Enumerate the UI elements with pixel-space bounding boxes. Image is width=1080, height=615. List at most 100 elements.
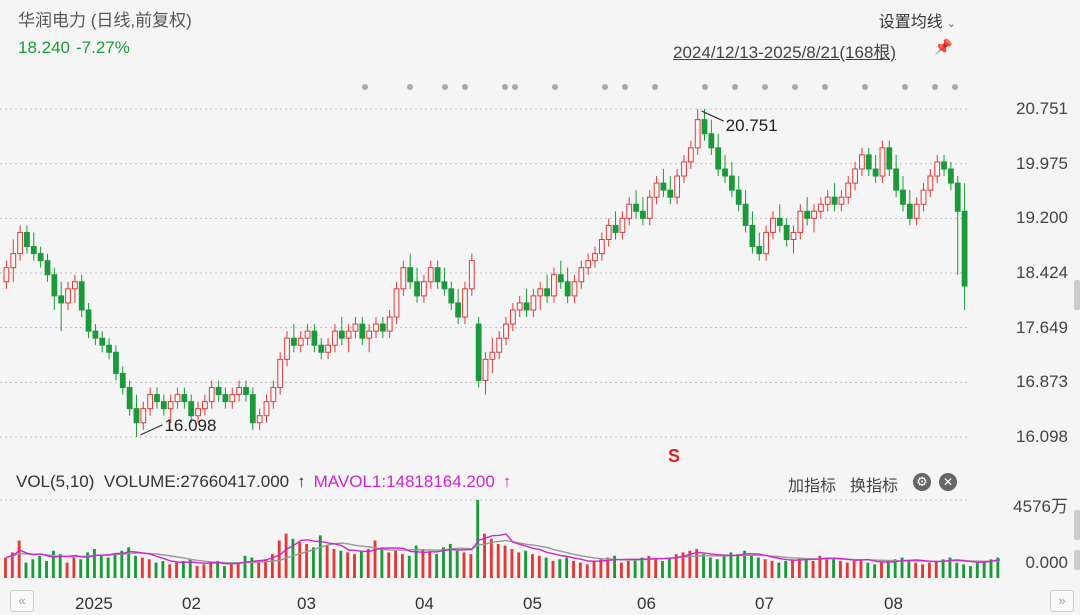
volume-bar [736, 554, 740, 578]
gear-icon[interactable]: ⚙ [913, 473, 931, 491]
nav-left-icon[interactable]: « [10, 590, 34, 612]
candle-body [824, 196, 831, 205]
candle-body [359, 323, 366, 339]
event-marker-icon[interactable] [952, 84, 958, 90]
candle [763, 225, 769, 261]
event-marker-icon[interactable] [902, 84, 908, 90]
event-marker-icon[interactable] [762, 84, 768, 90]
event-marker-icon[interactable] [792, 84, 798, 90]
candle-body [277, 358, 284, 389]
nav-right-icon[interactable]: » [1050, 590, 1074, 612]
volume-bar [791, 559, 794, 578]
candle [551, 267, 557, 303]
candle [414, 267, 420, 303]
volume-bar [4, 557, 7, 578]
volume-chart[interactable] [0, 490, 1000, 580]
event-marker-icon[interactable] [932, 84, 938, 90]
volume-bar [223, 566, 226, 578]
event-marker-icon[interactable] [362, 84, 368, 90]
event-marker-icon[interactable] [822, 84, 828, 90]
close-icon[interactable]: ✕ [939, 473, 957, 491]
event-marker-icon[interactable] [732, 84, 738, 90]
candle-body [626, 203, 633, 219]
candle-body [564, 281, 571, 297]
candle-body [817, 203, 824, 212]
volume-bar [797, 557, 801, 578]
candle-body [544, 288, 550, 297]
candle-body [140, 408, 147, 424]
event-marker-icon[interactable] [442, 84, 448, 90]
event-marker-icon[interactable] [502, 84, 508, 90]
volume-bar [852, 560, 856, 578]
volume-scroll-handle-lower[interactable] [1074, 550, 1080, 570]
scroll-handle[interactable] [1074, 280, 1080, 310]
candlestick-chart[interactable]: 20.751 16.098 S [0, 60, 1000, 465]
volume-bar [332, 549, 336, 578]
candle [489, 338, 496, 374]
candle [119, 366, 126, 395]
event-marker-icon[interactable] [407, 84, 413, 90]
volume-bar [654, 559, 658, 578]
candle-body [523, 302, 530, 311]
candle [947, 161, 954, 191]
event-marker-icon[interactable] [552, 84, 558, 90]
candle [3, 260, 10, 289]
candle-body [619, 217, 626, 233]
candle [927, 168, 934, 198]
volume-bar [626, 560, 630, 578]
volume-bar [175, 562, 179, 578]
volume-bar [544, 557, 548, 578]
volume-bar [483, 533, 486, 578]
volume-bar [264, 559, 267, 578]
pin-icon[interactable]: 📌 [934, 39, 953, 56]
candle-body [434, 267, 441, 283]
volume-bar [448, 543, 452, 578]
switch-indicator-button[interactable]: 换指标 [850, 478, 899, 495]
ma-setting-button[interactable]: 设置均线 ⌄ [879, 8, 956, 32]
event-marker-icon[interactable] [862, 84, 868, 90]
candle [646, 190, 653, 226]
candle [400, 260, 407, 296]
candle [681, 154, 687, 184]
candle [804, 197, 811, 226]
event-marker-icon[interactable] [512, 84, 518, 90]
volume-bar [58, 554, 62, 578]
add-indicator-button[interactable]: 加指标 [788, 478, 837, 495]
candle-body [181, 394, 188, 403]
candle [544, 274, 550, 303]
candle-body [660, 182, 667, 191]
volume-bar [517, 552, 521, 578]
candle [475, 317, 482, 388]
candle [879, 140, 886, 184]
event-marker-icon[interactable] [602, 84, 608, 90]
event-marker-icon[interactable] [652, 84, 658, 90]
candle [831, 183, 838, 212]
event-marker-icon[interactable] [702, 84, 708, 90]
event-marker-icon[interactable] [462, 84, 468, 90]
volume-bar [585, 564, 589, 578]
signal-marker[interactable]: S [668, 446, 680, 465]
candle-body [701, 119, 708, 135]
volume-bar [770, 560, 774, 578]
candle [728, 161, 735, 198]
chart-title: 华润电力 (日线,前复权) [18, 11, 192, 30]
date-range-link[interactable]: 2024/12/13-2025/8/21(168根) [673, 43, 897, 62]
event-marker-icon[interactable] [622, 84, 628, 90]
volume-bar [250, 557, 254, 578]
volume-bar [969, 566, 972, 578]
volume-bar [120, 550, 124, 578]
volume-scroll-handle[interactable] [1074, 510, 1080, 540]
candle-body [598, 238, 605, 255]
candle [188, 394, 195, 423]
candle-body [154, 394, 160, 403]
candle [633, 190, 639, 219]
volume-bar [236, 562, 240, 578]
candle [954, 176, 961, 275]
price-line: 18.240 -7.27% [18, 38, 136, 58]
candle-body [715, 147, 722, 170]
time-tick-label: 08 [884, 594, 903, 613]
candle [722, 154, 728, 184]
last-price: 18.240 [18, 38, 70, 57]
candle [58, 281, 65, 332]
candle-body [571, 281, 578, 297]
